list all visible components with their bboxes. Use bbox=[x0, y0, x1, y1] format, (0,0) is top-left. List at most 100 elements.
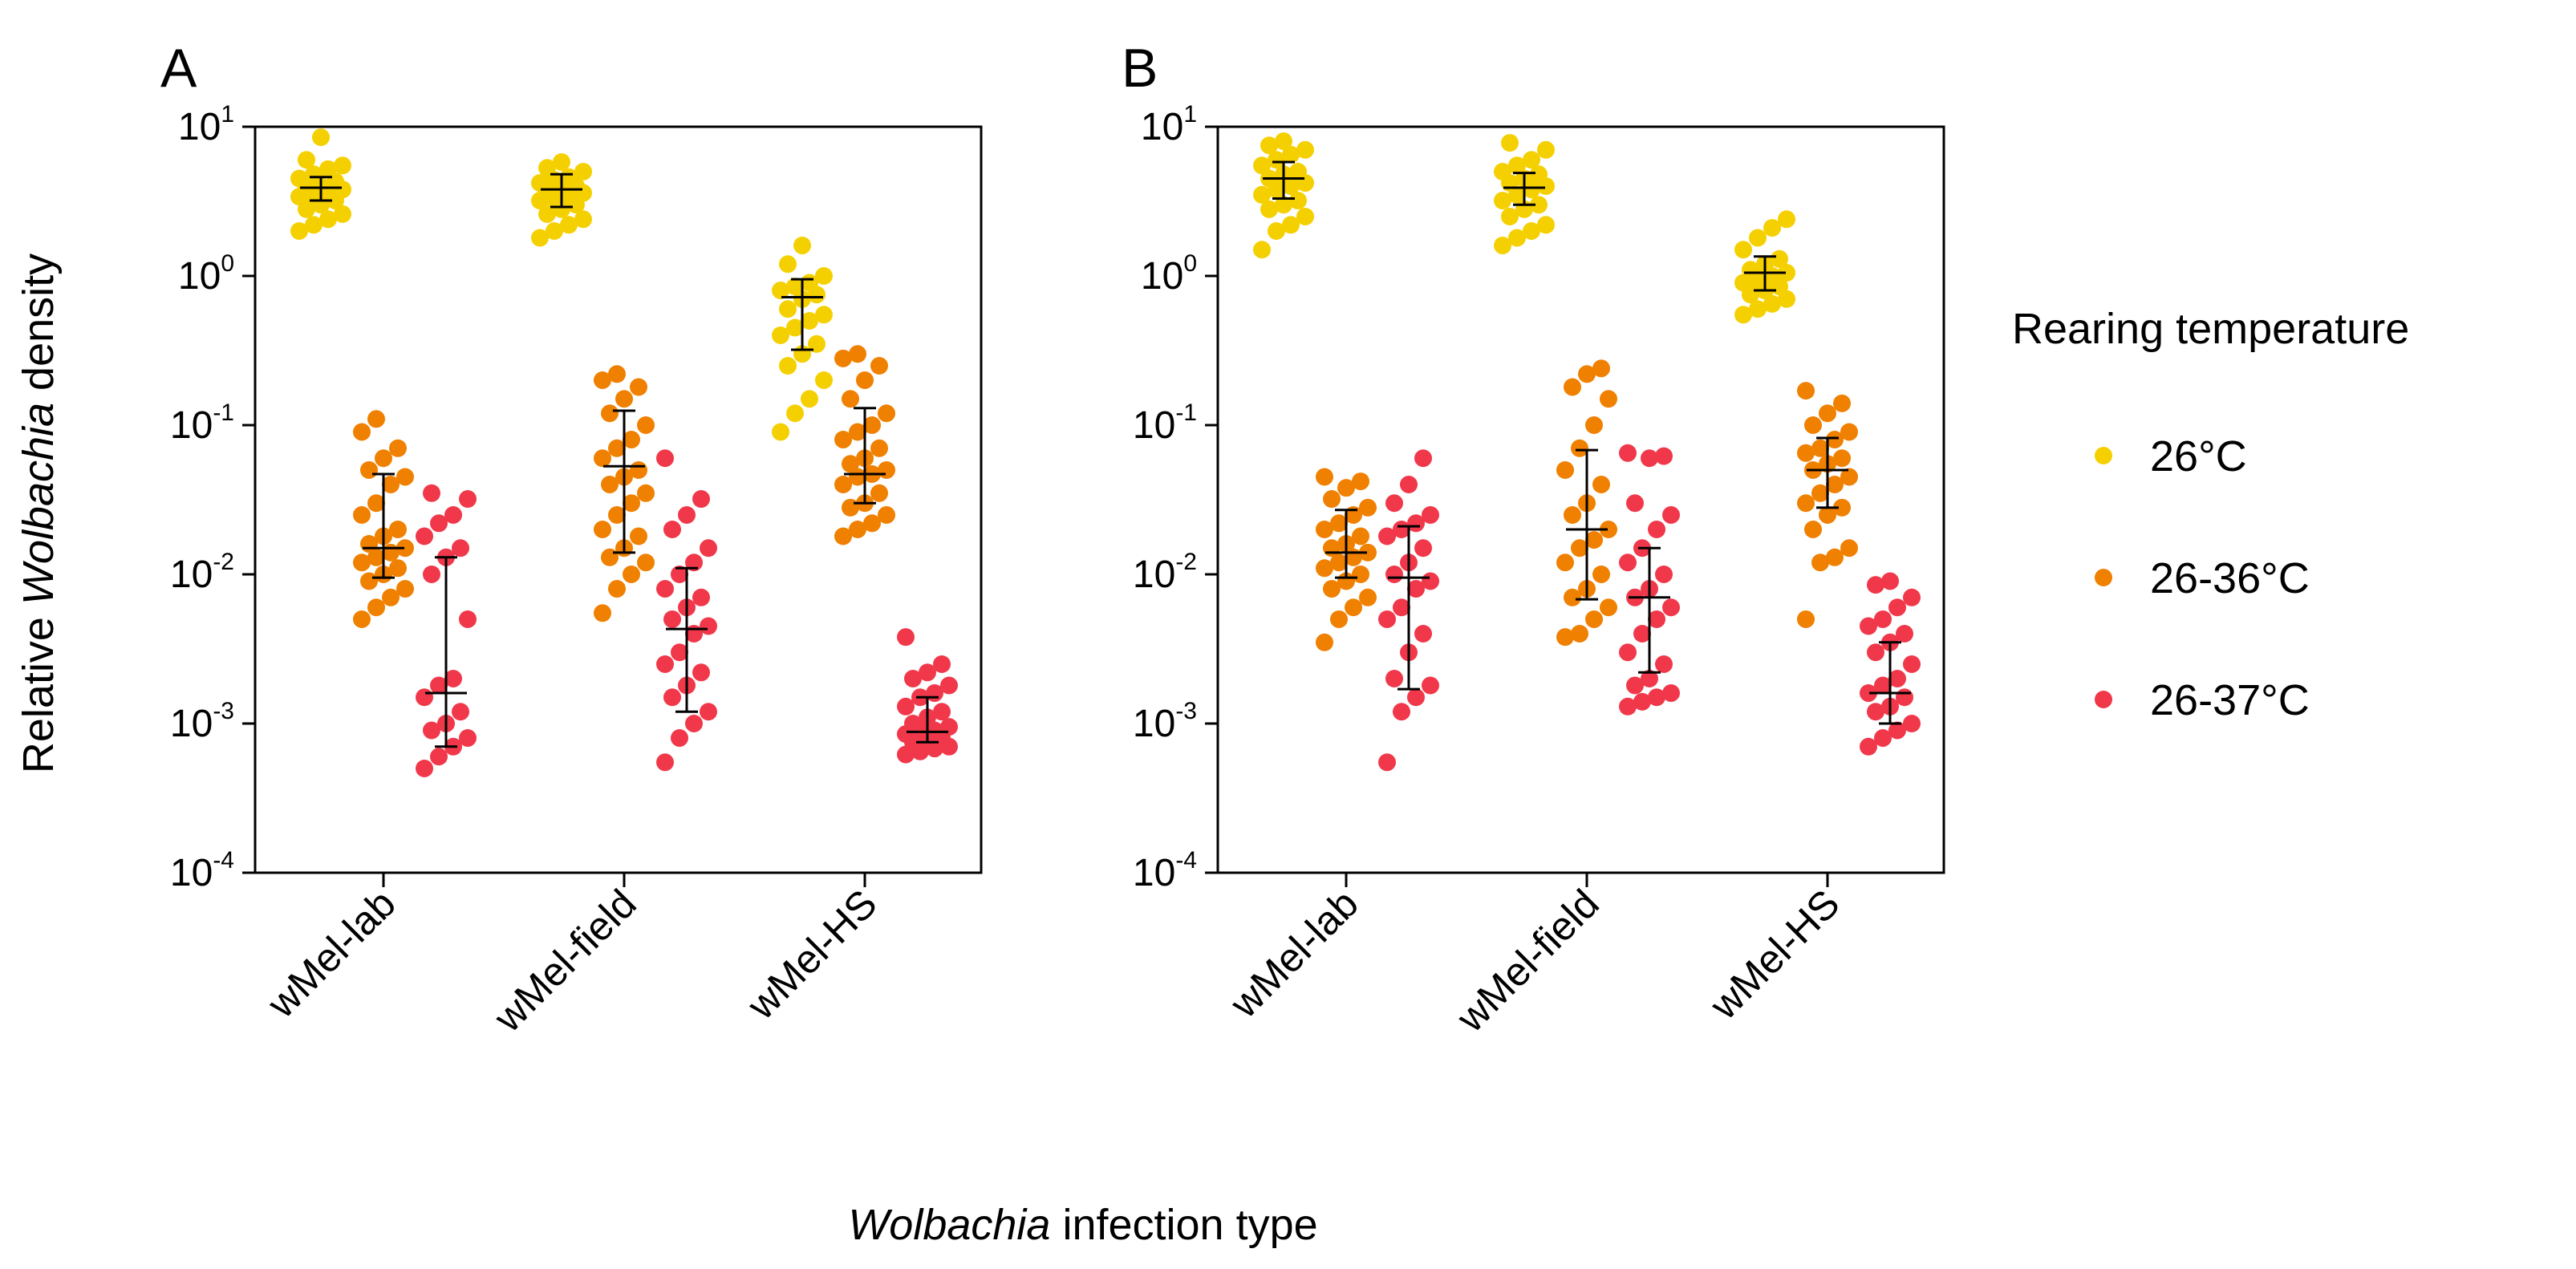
legend-label: 26°C bbox=[2150, 432, 2247, 480]
data-point bbox=[656, 753, 674, 772]
data-point bbox=[1771, 249, 1788, 268]
data-point bbox=[1811, 439, 1829, 457]
data-point bbox=[601, 404, 619, 423]
data-point bbox=[1833, 449, 1851, 468]
data-point bbox=[1316, 468, 1333, 486]
data-point bbox=[1494, 237, 1511, 255]
data-point bbox=[1359, 588, 1377, 606]
data-point bbox=[1626, 676, 1644, 695]
data-point bbox=[808, 334, 826, 353]
data-point bbox=[459, 610, 477, 628]
data-point bbox=[1537, 140, 1555, 159]
data-point bbox=[1537, 216, 1555, 234]
data-point bbox=[594, 371, 611, 390]
data-point bbox=[594, 604, 611, 622]
data-point bbox=[779, 300, 797, 318]
data-point bbox=[700, 703, 717, 721]
data-point bbox=[685, 715, 703, 732]
data-point bbox=[353, 423, 371, 441]
data-point bbox=[1556, 553, 1574, 572]
data-point bbox=[1571, 439, 1588, 457]
data-point bbox=[1407, 688, 1425, 707]
data-point bbox=[700, 539, 717, 557]
data-point bbox=[1556, 460, 1574, 479]
data-point bbox=[1578, 365, 1596, 383]
data-point bbox=[1826, 548, 1844, 566]
data-point bbox=[1896, 688, 1913, 707]
data-point bbox=[367, 548, 385, 566]
data-point bbox=[1641, 670, 1658, 688]
data-point bbox=[630, 460, 647, 479]
data-point bbox=[1641, 449, 1658, 468]
data-point bbox=[1359, 543, 1377, 562]
data-point bbox=[1749, 229, 1767, 247]
data-point bbox=[1414, 625, 1432, 643]
data-point bbox=[1585, 531, 1603, 549]
data-point bbox=[842, 455, 859, 473]
data-point bbox=[870, 356, 888, 375]
data-point bbox=[1874, 610, 1892, 628]
data-point bbox=[353, 553, 371, 572]
data-point bbox=[637, 484, 655, 502]
data-point bbox=[1648, 688, 1665, 707]
plot-frame bbox=[254, 125, 983, 874]
data-point bbox=[834, 527, 852, 545]
data-point bbox=[1571, 625, 1588, 643]
data-point bbox=[1414, 539, 1432, 557]
data-point bbox=[1385, 670, 1403, 688]
data-point bbox=[1778, 210, 1795, 229]
data-point bbox=[849, 468, 866, 486]
data-point bbox=[601, 476, 619, 494]
data-point bbox=[1359, 498, 1377, 517]
data-point bbox=[834, 476, 852, 494]
panel-label: A bbox=[160, 38, 197, 99]
data-point bbox=[1407, 514, 1425, 533]
data-point bbox=[1407, 580, 1425, 598]
data-point bbox=[319, 160, 337, 178]
legend-marker bbox=[2095, 447, 2112, 464]
data-point bbox=[1422, 572, 1439, 590]
y-tick-label: 100 bbox=[178, 250, 234, 298]
data-point bbox=[1508, 156, 1526, 175]
data-point bbox=[1585, 416, 1603, 434]
data-point bbox=[1826, 476, 1844, 494]
data-point bbox=[772, 282, 789, 300]
x-axis-title-italic: Wolbachia bbox=[848, 1201, 1050, 1249]
data-point bbox=[671, 643, 688, 662]
data-point bbox=[1860, 684, 1877, 703]
data-point bbox=[290, 169, 308, 188]
data-point bbox=[1378, 527, 1396, 545]
data-point bbox=[1778, 264, 1795, 282]
data-point bbox=[1840, 539, 1858, 557]
category-label: wMel-HS bbox=[1701, 881, 1848, 1028]
data-point bbox=[692, 490, 710, 509]
x-axis-title-rest: infection type bbox=[1050, 1201, 1317, 1249]
data-point bbox=[353, 505, 371, 524]
data-point bbox=[1508, 229, 1526, 247]
data-point bbox=[1523, 222, 1540, 241]
data-point bbox=[623, 566, 640, 583]
data-point bbox=[1797, 382, 1815, 400]
data-point bbox=[1860, 617, 1877, 635]
legend-marker bbox=[2095, 569, 2112, 586]
data-point bbox=[1619, 553, 1637, 572]
data-point bbox=[801, 390, 818, 408]
data-point bbox=[1393, 703, 1410, 721]
data-point bbox=[553, 153, 570, 172]
data-point bbox=[1742, 261, 1759, 279]
data-point bbox=[1323, 580, 1341, 598]
data-point bbox=[772, 326, 789, 345]
data-point bbox=[637, 416, 655, 434]
data-point bbox=[538, 159, 556, 177]
data-point bbox=[786, 318, 804, 337]
data-point bbox=[1337, 479, 1355, 497]
data-point bbox=[1867, 703, 1884, 721]
data-point bbox=[1393, 521, 1410, 539]
data-point bbox=[1316, 521, 1333, 539]
data-point bbox=[1564, 378, 1581, 396]
data-point bbox=[538, 205, 556, 223]
data-point bbox=[389, 559, 407, 578]
data-point bbox=[375, 449, 392, 468]
data-point bbox=[1619, 643, 1637, 662]
